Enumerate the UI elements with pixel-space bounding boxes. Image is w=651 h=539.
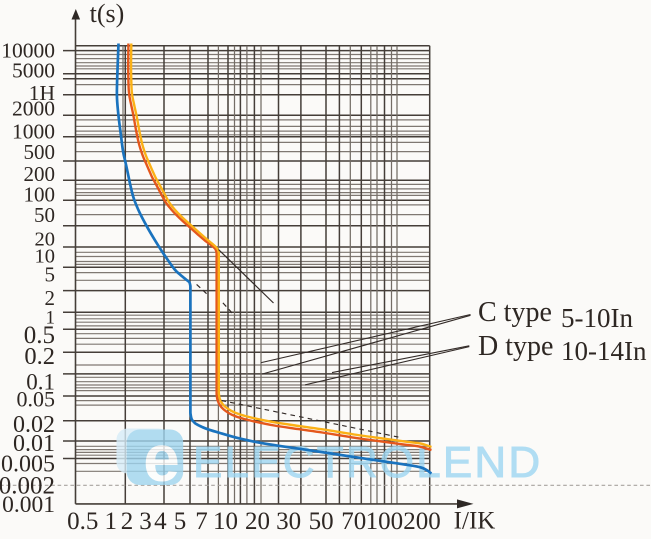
svg-text:100: 100	[24, 183, 56, 207]
svg-text:C type: C type	[478, 297, 552, 328]
svg-text:10-14In: 10-14In	[561, 336, 647, 366]
svg-text:1: 1	[46, 308, 56, 329]
svg-text:2: 2	[45, 286, 56, 310]
svg-text:5: 5	[45, 263, 56, 287]
svg-text:2: 2	[121, 508, 134, 535]
svg-text:10000: 10000	[1, 38, 55, 62]
svg-text:e: e	[143, 421, 180, 495]
svg-text:7: 7	[195, 508, 208, 535]
svg-text:5-10In: 5-10In	[561, 303, 633, 333]
svg-text:1: 1	[104, 508, 117, 535]
svg-text:30: 30	[276, 508, 301, 535]
svg-text:0.01: 0.01	[13, 431, 55, 457]
svg-text:500: 500	[24, 140, 56, 164]
svg-text:10: 10	[213, 508, 238, 535]
svg-text:0.001: 0.001	[2, 492, 55, 518]
svg-text:50: 50	[34, 203, 55, 227]
svg-text:t(s): t(s)	[90, 0, 125, 28]
svg-text:0.005: 0.005	[1, 452, 55, 478]
svg-text:100: 100	[366, 508, 404, 535]
svg-text:5: 5	[174, 508, 187, 535]
svg-text:200: 200	[24, 162, 56, 186]
svg-text:20: 20	[245, 508, 270, 535]
svg-text:0.05: 0.05	[17, 387, 56, 412]
svg-text:5000: 5000	[12, 58, 55, 82]
svg-text:200: 200	[403, 508, 441, 535]
svg-text:0.1: 0.1	[26, 369, 55, 394]
svg-text:I/IK: I/IK	[454, 508, 496, 535]
svg-text:0.2: 0.2	[24, 343, 55, 370]
svg-text:0.5: 0.5	[24, 322, 55, 349]
svg-text:4: 4	[154, 508, 167, 535]
svg-text:0.02: 0.02	[13, 412, 55, 438]
svg-text:3: 3	[139, 508, 152, 535]
svg-text:D type: D type	[478, 331, 553, 362]
svg-text:1H: 1H	[29, 81, 55, 105]
svg-text:1000: 1000	[12, 119, 55, 143]
svg-text:50: 50	[309, 508, 334, 535]
svg-text:20: 20	[35, 229, 56, 251]
svg-text:0.5: 0.5	[67, 508, 98, 535]
svg-text:10: 10	[35, 246, 56, 268]
svg-text:2000: 2000	[12, 96, 55, 120]
svg-text:70: 70	[341, 508, 366, 535]
svg-text:ELECTROLEND: ELECTROLEND	[193, 438, 542, 487]
svg-text:0.002: 0.002	[0, 473, 55, 500]
